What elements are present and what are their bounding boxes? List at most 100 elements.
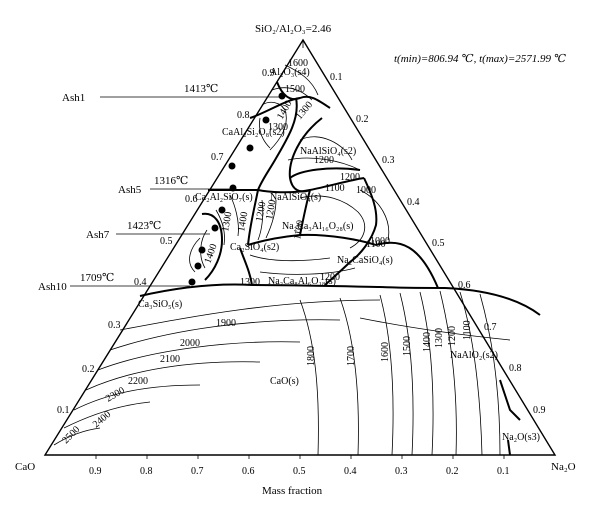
right-ticks: 0.1 0.2 0.3 0.4 0.5 0.6 0.7 0.8 0.9 bbox=[330, 72, 546, 416]
bottom-ticks: 0.9 0.8 0.7 0.6 0.5 0.4 0.3 0.2 0.1 bbox=[89, 455, 510, 477]
ash7-dot-a bbox=[211, 224, 219, 232]
ash5-label: Ash5 bbox=[118, 184, 142, 196]
phase-naalsio4-s2: NaAlSiO₄(s2) bbox=[300, 146, 356, 157]
iso-1200-lower: 1200 bbox=[447, 326, 458, 346]
right-tick-2: 0.2 bbox=[356, 114, 369, 125]
iso-1500-low: 1500 bbox=[402, 336, 413, 356]
iso-1400-top: 1400 bbox=[275, 99, 295, 122]
ash1-label: Ash1 bbox=[62, 92, 85, 104]
iso-1400-mid: 1400 bbox=[236, 211, 250, 233]
ash-leaders bbox=[70, 96, 282, 287]
iso-1200-mid: 1200 bbox=[340, 172, 360, 183]
iso-2400: 2400 bbox=[91, 409, 113, 430]
ash1-dot-a bbox=[278, 92, 286, 100]
iso-1100-right: 1100 bbox=[366, 239, 386, 250]
iso-1800: 1800 bbox=[306, 346, 317, 366]
iso-1600-low: 1600 bbox=[380, 342, 391, 362]
iso-2200: 2200 bbox=[128, 376, 148, 387]
iso-2000: 2000 bbox=[180, 338, 200, 349]
bottom-tick-1: 0.9 bbox=[89, 466, 102, 477]
iso-2500: 2500 bbox=[60, 424, 82, 446]
phase-caal2si2o8: CaAl₂Si₂O₈(s2) bbox=[222, 127, 285, 138]
iso-1700: 1700 bbox=[346, 346, 357, 366]
apex-label: SiO₂/Al₂O₃=2.46 bbox=[255, 23, 332, 35]
ash7-dot-b bbox=[198, 246, 206, 254]
phase-boundaries bbox=[139, 81, 541, 456]
bottom-tick-4: 0.6 bbox=[242, 466, 255, 477]
right-tick-7: 0.7 bbox=[484, 322, 497, 333]
temperature-range: t(min)=806.94 ℃, t(max)=2571.99 ℃ bbox=[394, 53, 567, 65]
phase-ca2al2sio7: Ca₂Al₂SiO₇(s) bbox=[195, 192, 253, 203]
iso-1500-top: 1500 bbox=[285, 84, 305, 95]
phase-na2ca3al16o28: Na₂Ca₃Al₁₆O₂₈(s) bbox=[282, 221, 353, 232]
ash7-label: Ash7 bbox=[86, 229, 110, 241]
iso-1200-left: 1200 bbox=[254, 201, 268, 223]
iso-1300-lower: 1300 bbox=[434, 328, 445, 348]
iso-2300: 2300 bbox=[104, 385, 127, 405]
corner-na2o: Na₂O bbox=[551, 461, 576, 473]
right-tick-4: 0.4 bbox=[407, 197, 420, 208]
bottom-tick-9: 0.1 bbox=[497, 466, 510, 477]
left-tick-2: 0.2 bbox=[82, 364, 95, 375]
iso-1000-right: 1000 bbox=[370, 236, 390, 247]
iso-1200-right: 1200 bbox=[314, 155, 334, 166]
right-tick-6: 0.6 bbox=[458, 280, 471, 291]
iso-1300-band: 1300 bbox=[268, 122, 288, 133]
right-tick-5: 0.5 bbox=[432, 238, 445, 249]
iso-1100-mid: 1100 bbox=[325, 183, 345, 194]
x-axis-label: Mass fraction bbox=[262, 485, 323, 497]
ash10-label: Ash10 bbox=[38, 281, 67, 293]
ash5-dot-b bbox=[218, 206, 226, 214]
ash5-temp: 1316℃ bbox=[154, 175, 188, 187]
bottom-tick-6: 0.4 bbox=[344, 466, 357, 477]
left-tick-5: 0.5 bbox=[160, 236, 173, 247]
left-tick-4: 0.4 bbox=[134, 277, 147, 288]
left-ticks: 0.1 0.2 0.3 0.4 0.5 0.6 0.7 0.8 0.9 bbox=[57, 68, 275, 416]
iso-1900: 1900 bbox=[216, 318, 236, 329]
left-tick-1: 0.1 bbox=[57, 405, 70, 416]
ash10-dot-a bbox=[194, 262, 202, 270]
phase-na2ca8al6o18: Na₂Ca₈Al₆O₁₈(s) bbox=[268, 276, 336, 287]
bottom-tick-3: 0.7 bbox=[191, 466, 204, 477]
iso-1400-low: 1400 bbox=[422, 332, 433, 352]
left-tick-3: 0.3 bbox=[108, 320, 121, 331]
ash10-temp: 1709℃ bbox=[80, 272, 114, 284]
right-tick-9: 0.9 bbox=[533, 405, 546, 416]
right-tick-8: 0.8 bbox=[509, 363, 522, 374]
iso-1100-lower: 1100 bbox=[462, 320, 473, 340]
isotherm-lines bbox=[53, 64, 511, 456]
left-tick-9: 0.9 bbox=[262, 68, 275, 79]
bottom-tick-8: 0.2 bbox=[446, 466, 459, 477]
bottom-tick-7: 0.3 bbox=[395, 466, 408, 477]
left-tick-6: 0.6 bbox=[185, 194, 198, 205]
bottom-tick-5: 0.5 bbox=[293, 466, 306, 477]
phase-labels: Al₂O₃(s4) CaAl₂Si₂O₈(s2) NaAlSiO₄(s2) Ca… bbox=[138, 67, 540, 443]
ash1-dot-b bbox=[262, 116, 270, 124]
bottom-tick-2: 0.8 bbox=[140, 466, 153, 477]
phase-ca3sio5: Ca₃SiO₅(s) bbox=[138, 299, 182, 310]
iso-1200-low: 1200 bbox=[320, 272, 340, 283]
ash1-dot-c bbox=[246, 144, 254, 152]
phase-na2casio4: Na₂CaSiO₄(s) bbox=[337, 255, 393, 266]
iso-1300-low: 1300 bbox=[240, 277, 260, 288]
left-tick-7: 0.7 bbox=[211, 152, 224, 163]
right-tick-1: 0.1 bbox=[330, 72, 343, 83]
iso-1200-band: 1200 bbox=[264, 199, 278, 221]
phase-naalsio4-s: NaAlSiO₄(s) bbox=[270, 192, 321, 203]
ash5-dot-a bbox=[229, 184, 237, 192]
phase-al2o3: Al₂O₃(s4) bbox=[270, 67, 310, 78]
right-tick-3: 0.3 bbox=[382, 155, 395, 166]
iso-2100: 2100 bbox=[160, 354, 180, 365]
left-tick-8: 0.8 bbox=[237, 110, 250, 121]
phase-na2o: Na₂O(s3) bbox=[502, 432, 540, 443]
ash7-temp: 1423℃ bbox=[127, 220, 161, 232]
iso-1000-mid: 1000 bbox=[356, 185, 376, 196]
ash1-dot-d bbox=[228, 162, 236, 170]
phase-naalo2: NaAlO₂(s2) bbox=[450, 350, 498, 361]
phase-cao: CaO(s) bbox=[270, 376, 299, 387]
iso-1100-left: 1100 bbox=[292, 219, 306, 240]
ash1-temp: 1413℃ bbox=[184, 83, 218, 95]
corner-cao: CaO bbox=[15, 461, 35, 473]
iso-1300-mid: 1300 bbox=[220, 211, 234, 233]
